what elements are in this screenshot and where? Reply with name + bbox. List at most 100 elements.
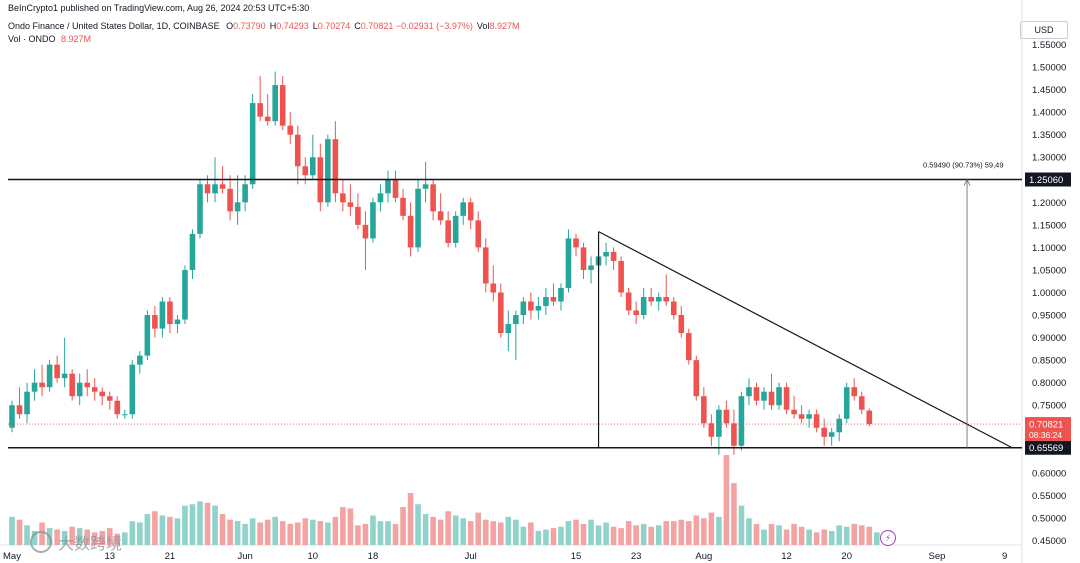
- volume-bar: [302, 518, 309, 545]
- candle-body: [828, 432, 835, 437]
- volume-bar: [189, 504, 196, 545]
- watermark-logo-icon: [30, 531, 52, 553]
- candle-body: [129, 364, 136, 415]
- volume-bar: [227, 519, 233, 545]
- volume-bar: [633, 525, 639, 545]
- y-tick-label: 1.20000: [1032, 198, 1066, 209]
- ohlc-values: O0.73790 H0.74293 L0.70274 C0.70821 −0.0293…: [222, 21, 519, 31]
- watermark: 大数跨境: [30, 530, 122, 554]
- volume-bar: [866, 526, 873, 545]
- level-price-tag[interactable]: [1025, 172, 1071, 187]
- y-tick-label: 0.60000: [1032, 468, 1066, 479]
- candle-body: [385, 179, 391, 194]
- volume-bar: [603, 522, 609, 545]
- ohlc-key: O: [226, 21, 234, 31]
- volume-bar: [851, 523, 858, 545]
- volume-bar: [813, 532, 820, 545]
- lightning-icon[interactable]: ⚡: [880, 530, 896, 546]
- volume-bar: [249, 518, 256, 545]
- candle-body: [340, 193, 346, 203]
- last-price-tag[interactable]: [1025, 417, 1071, 442]
- volume-info-line: Vol · ONDO 8.927M: [8, 34, 91, 44]
- candle-body: [836, 418, 842, 433]
- volume-bar: [325, 522, 331, 545]
- x-tick-label: 21: [165, 551, 176, 562]
- candle-body: [505, 324, 512, 334]
- candle-body: [39, 382, 45, 388]
- candle-body: [310, 157, 316, 176]
- candle-body: [347, 202, 354, 207]
- candle-body: [400, 197, 406, 216]
- x-tick-label: Jun: [237, 551, 252, 562]
- volume-bar: [400, 507, 406, 545]
- volume-bar: [708, 512, 715, 545]
- volume-bar: [347, 508, 354, 545]
- volume-bar: [355, 525, 361, 545]
- volume-bar: [16, 519, 23, 545]
- candle-body: [648, 297, 654, 302]
- candle-body: [249, 103, 256, 185]
- volume-bar: [69, 526, 75, 545]
- candle-body: [588, 265, 594, 270]
- candle-body: [528, 301, 534, 311]
- volume-bar: [670, 521, 677, 545]
- volume-bar: [392, 523, 399, 545]
- volume-bar: [798, 526, 805, 545]
- measure-arrow-head: [963, 178, 971, 186]
- candle-body: [573, 238, 579, 248]
- candle-body: [91, 387, 98, 392]
- candle-body: [152, 315, 158, 329]
- y-tick-label: 0.50000: [1032, 513, 1066, 524]
- ohlc-value: 0.70274: [317, 21, 351, 31]
- volume-bar: [61, 530, 68, 545]
- candle-body: [791, 409, 797, 415]
- symbol-title[interactable]: Ondo Finance / United States Dollar, 1D,…: [8, 21, 220, 31]
- volume-bar: [738, 505, 745, 545]
- candle-body: [31, 382, 38, 392]
- candle-body: [407, 215, 414, 248]
- candle-body: [783, 387, 790, 410]
- level-price-tag[interactable]: [1025, 440, 1071, 455]
- y-tick-label: 1.55000: [1032, 40, 1066, 51]
- volume-bar: [535, 530, 542, 545]
- volume-bar: [640, 523, 647, 545]
- candle-body: [460, 202, 466, 216]
- candle-body: [257, 103, 263, 117]
- volume-bar: [242, 523, 248, 545]
- publisher-line: BeInCrypto1 published on TradingView.com…: [8, 3, 310, 13]
- volume-bar: [437, 519, 444, 545]
- volume-bar: [874, 532, 880, 545]
- watermark-text: 大数跨境: [58, 536, 123, 553]
- candle-body: [625, 292, 632, 311]
- candle-body: [144, 315, 151, 356]
- volume-bar: [753, 523, 760, 545]
- candle-body: [746, 387, 752, 397]
- y-tick-label: 1.40000: [1032, 108, 1066, 119]
- candle-body: [806, 414, 812, 419]
- candle-body: [9, 405, 15, 428]
- volume-bar: [513, 519, 519, 545]
- candle-body: [392, 179, 399, 198]
- volume-bar: [701, 518, 707, 545]
- triangle-descending-line[interactable]: [598, 231, 1013, 449]
- candle-body: [753, 387, 760, 401]
- candle-body: [279, 85, 286, 126]
- candle-body: [513, 315, 519, 325]
- ohlc-value: 8.927M: [489, 21, 520, 31]
- volume-bar: [761, 529, 767, 545]
- volume-bar: [122, 532, 128, 545]
- candle-body: [362, 224, 369, 239]
- ohlc-key: Vol: [476, 21, 490, 31]
- currency-button[interactable]: USD: [1020, 21, 1068, 39]
- y-tick-label: 1.10000: [1032, 243, 1066, 254]
- candle-body: [520, 301, 527, 316]
- candle-body: [437, 211, 444, 221]
- last-price-label: 0.70821: [1029, 420, 1063, 431]
- volume-bar: [843, 526, 850, 545]
- volume-bar: [152, 511, 158, 545]
- volume-bar: [467, 521, 474, 545]
- y-tick-label: 1.05000: [1032, 265, 1066, 276]
- candle-body: [197, 184, 203, 234]
- y-tick-label: 0.75000: [1032, 401, 1066, 412]
